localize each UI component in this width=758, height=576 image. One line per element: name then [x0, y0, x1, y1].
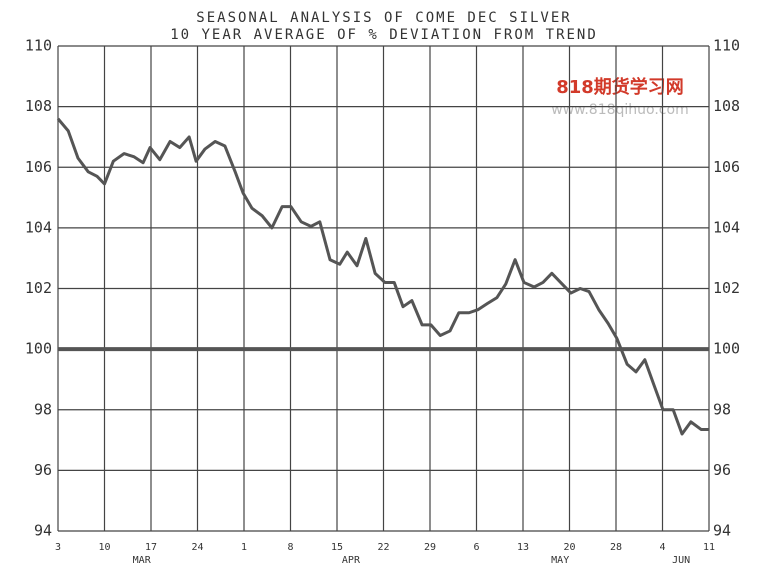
y-tick-label: 98: [34, 400, 52, 418]
y-tick-label: 110: [25, 37, 52, 55]
y-tick-label: 102: [25, 279, 52, 297]
y2-tick-label: 102: [713, 279, 740, 297]
month-label: JUN: [672, 555, 690, 566]
y2-tick-label: 104: [713, 218, 740, 236]
x-tick-label: 11: [703, 542, 715, 553]
x-tick-label: 15: [331, 542, 343, 553]
watermark: 818期货学习网: [556, 76, 684, 98]
chart-title: SEASONAL ANALYSIS OF COME DEC SILVER: [196, 10, 571, 26]
y2-tick-label: 110: [713, 37, 740, 55]
y2-tick-label: 100: [713, 340, 740, 358]
month-label: MAR: [133, 555, 152, 566]
x-tick-label: 17: [145, 542, 157, 553]
x-tick-label: 24: [191, 542, 203, 553]
x-tick-label: 28: [610, 542, 622, 553]
y2-tick-label: 94: [713, 522, 731, 540]
y-tick-label: 96: [34, 461, 52, 479]
y2-tick-label: 106: [713, 158, 740, 176]
x-tick-label: 13: [517, 542, 529, 553]
x-tick-label: 3: [55, 542, 61, 553]
x-tick-label: 29: [424, 542, 436, 553]
y-tick-label: 108: [25, 97, 52, 115]
y-tick-label: 94: [34, 522, 52, 540]
x-tick-label: 20: [563, 542, 575, 553]
x-tick-label: 8: [287, 542, 293, 553]
x-tick-label: 6: [473, 542, 479, 553]
y2-tick-label: 108: [713, 97, 740, 115]
x-tick-label: 10: [98, 542, 110, 553]
data-line: [56, 117, 709, 436]
x-tick-label: 4: [659, 542, 665, 553]
chart-subtitle: 10 YEAR AVERAGE OF % DEVIATION FROM TREN…: [170, 27, 598, 43]
y-tick-label: 104: [25, 218, 52, 236]
x-tick-label: 1: [241, 542, 247, 553]
month-label: MAY: [551, 555, 569, 566]
watermark-url: www.818qihuo.com: [551, 102, 688, 118]
y-tick-label: 100: [25, 340, 52, 358]
x-tick-label: 22: [377, 542, 389, 553]
month-label: APR: [342, 555, 361, 566]
y-tick-label: 106: [25, 158, 52, 176]
y2-tick-label: 96: [713, 461, 731, 479]
y2-tick-label: 98: [713, 400, 731, 418]
